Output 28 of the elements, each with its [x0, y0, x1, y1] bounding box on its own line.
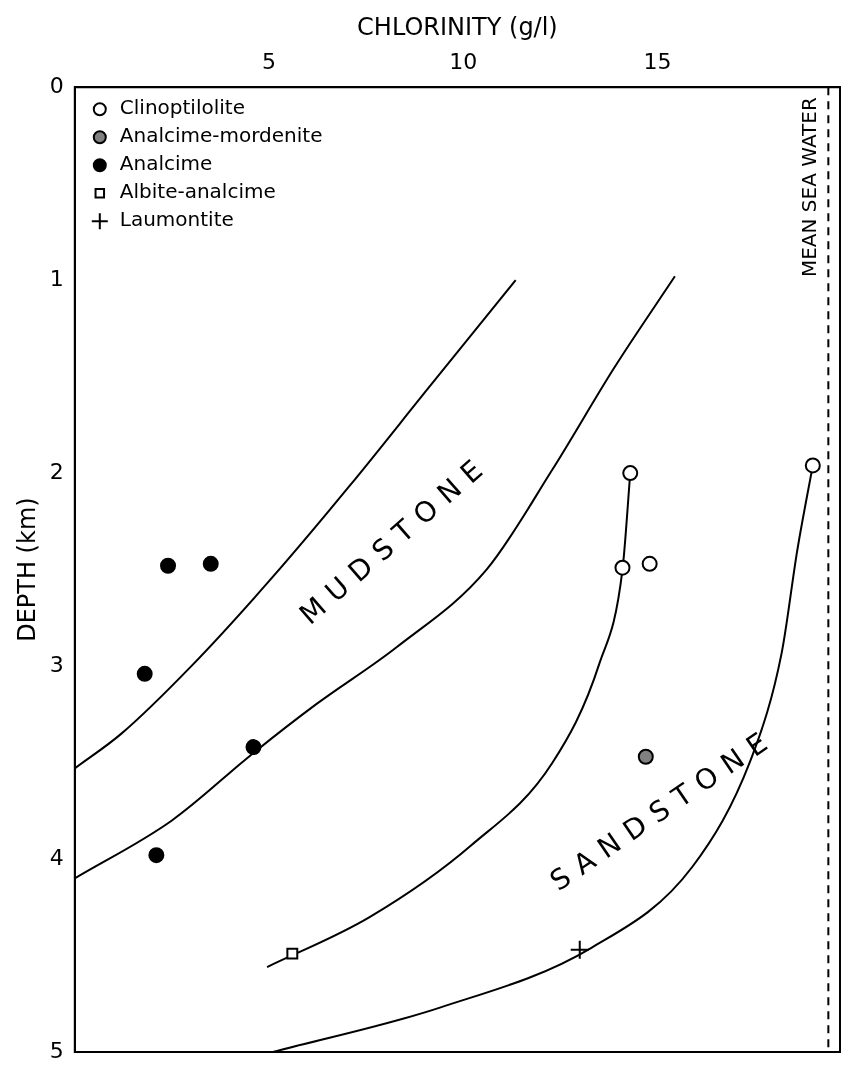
point — [641, 555, 658, 572]
legend-label: Albite-analcime — [119, 179, 276, 204]
y-tick-label: 4 — [49, 844, 64, 870]
point — [136, 665, 153, 682]
y-tick-label: 5 — [49, 1037, 64, 1063]
point — [160, 557, 177, 574]
x-axis-title: CHLORINITY (g/l) — [357, 12, 558, 41]
point — [148, 847, 165, 864]
x-tick-label: 15 — [643, 48, 672, 74]
y-tick-label: 2 — [49, 458, 64, 484]
legend-label: Analcime-mordenite — [119, 123, 323, 148]
point — [614, 559, 631, 576]
legend-label: Clinoptilolite — [119, 95, 245, 120]
point — [569, 939, 590, 960]
point — [245, 739, 262, 756]
point — [622, 465, 639, 482]
x-tick-label: 5 — [262, 48, 277, 74]
point — [286, 947, 299, 960]
point — [804, 457, 821, 474]
point — [202, 555, 219, 572]
y-tick-label: 0 — [49, 72, 64, 98]
legend-label: Analcime — [119, 151, 213, 176]
x-tick-label: 10 — [449, 48, 478, 74]
ref-line-label: MEAN SEA WATER — [796, 97, 821, 278]
y-tick-label: 3 — [49, 651, 64, 677]
y-axis-title: DEPTH (km) — [12, 497, 41, 642]
y-tick-label: 1 — [49, 265, 64, 291]
legend-label: Laumontite — [119, 207, 234, 232]
